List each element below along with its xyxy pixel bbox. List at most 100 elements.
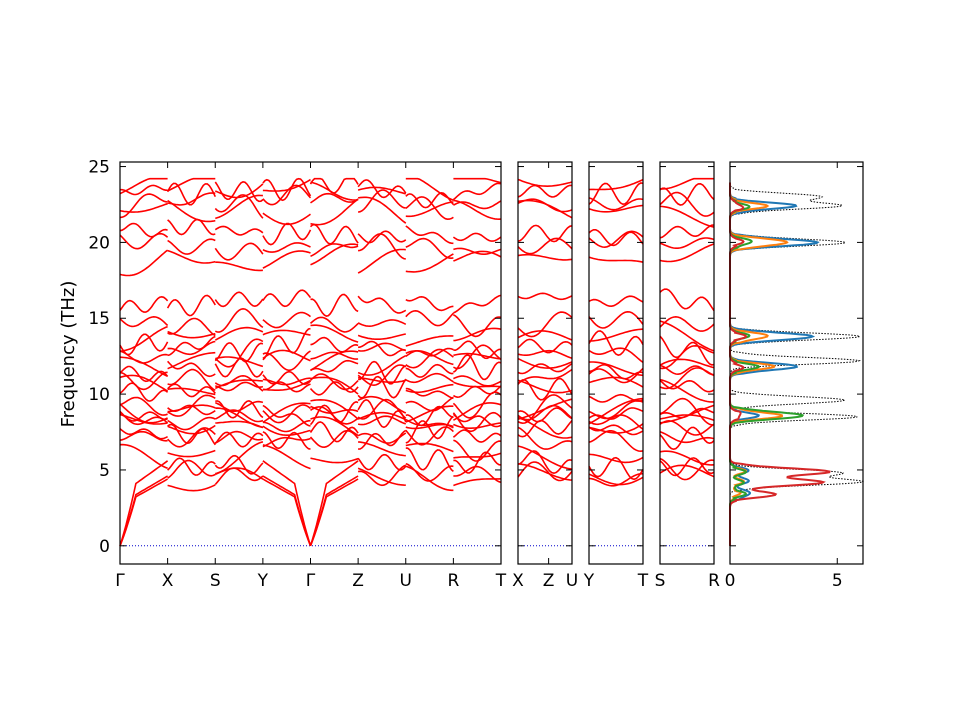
band-line bbox=[167, 238, 216, 255]
band-line bbox=[214, 181, 264, 203]
band-line bbox=[517, 461, 573, 482]
band-line bbox=[659, 397, 715, 426]
band-line bbox=[659, 315, 715, 332]
band-line bbox=[453, 375, 502, 387]
band-panel-frame bbox=[119, 161, 502, 565]
band-line bbox=[405, 253, 454, 273]
band-line bbox=[405, 415, 454, 444]
band-line bbox=[262, 177, 312, 202]
band-line bbox=[453, 294, 502, 314]
band-line bbox=[214, 225, 264, 236]
band-line bbox=[214, 357, 264, 378]
band-line bbox=[214, 307, 264, 333]
band-line bbox=[214, 467, 264, 486]
band-line bbox=[357, 398, 407, 420]
band-line bbox=[357, 230, 407, 244]
band-line bbox=[517, 419, 573, 438]
band-line bbox=[214, 242, 264, 261]
band-line bbox=[310, 350, 359, 371]
band-line bbox=[119, 333, 169, 356]
band-line bbox=[588, 347, 644, 364]
band-line bbox=[659, 205, 715, 228]
band-line bbox=[453, 439, 502, 462]
band-line bbox=[119, 222, 168, 238]
band-line bbox=[659, 430, 715, 444]
band-line bbox=[357, 467, 406, 486]
band-line bbox=[659, 243, 715, 263]
band-line bbox=[659, 191, 715, 217]
x-tick-label: Γ bbox=[306, 571, 316, 591]
band-line bbox=[588, 424, 644, 436]
band-line bbox=[517, 330, 573, 341]
band-line bbox=[453, 478, 502, 487]
band-line bbox=[357, 398, 407, 429]
band-line bbox=[310, 243, 359, 266]
band-line bbox=[453, 199, 502, 221]
y-tick-label: 10 bbox=[88, 385, 110, 405]
band-line bbox=[310, 457, 359, 464]
band-line bbox=[517, 198, 573, 213]
band-line bbox=[309, 421, 359, 443]
band-line bbox=[588, 361, 644, 377]
band-line bbox=[262, 184, 312, 206]
band-line bbox=[310, 398, 359, 420]
band-line bbox=[405, 462, 454, 482]
band-line bbox=[309, 430, 359, 449]
x-tick-label: T bbox=[637, 571, 649, 591]
band-line bbox=[119, 382, 169, 402]
band-line bbox=[262, 370, 312, 386]
band-line bbox=[310, 198, 359, 226]
band-line bbox=[357, 295, 407, 314]
band-line bbox=[588, 197, 644, 211]
band-line bbox=[588, 295, 644, 308]
band-line bbox=[310, 359, 359, 373]
band-line bbox=[405, 372, 454, 384]
band-line bbox=[588, 393, 644, 403]
band-line bbox=[405, 237, 454, 260]
band-line bbox=[309, 401, 359, 426]
band-line bbox=[167, 199, 216, 223]
dos-panel-frame bbox=[729, 161, 864, 565]
band-line bbox=[517, 224, 573, 243]
band-line bbox=[167, 416, 216, 431]
band-line bbox=[659, 344, 715, 370]
band-line bbox=[405, 225, 454, 245]
band-line bbox=[262, 460, 312, 547]
band-line bbox=[452, 232, 502, 242]
band-line bbox=[167, 459, 216, 479]
band-line bbox=[214, 338, 264, 368]
y-tick-label: 15 bbox=[88, 309, 110, 329]
band-line bbox=[453, 352, 502, 360]
band-line bbox=[588, 407, 644, 420]
band-line bbox=[167, 387, 216, 396]
band-line bbox=[453, 381, 502, 388]
band-line bbox=[119, 202, 168, 213]
band-line bbox=[262, 402, 311, 423]
y-tick-label: 5 bbox=[99, 461, 110, 481]
band-line bbox=[119, 411, 168, 422]
band-line bbox=[262, 289, 312, 308]
y-tick-label: 25 bbox=[88, 158, 110, 178]
band-line bbox=[262, 475, 312, 547]
band-line bbox=[309, 177, 359, 194]
band-line bbox=[517, 450, 573, 475]
band-line bbox=[405, 396, 454, 412]
band-line bbox=[119, 428, 168, 440]
band-line bbox=[214, 400, 264, 412]
band-line bbox=[517, 445, 573, 470]
band-line bbox=[167, 484, 216, 492]
band-line bbox=[517, 178, 573, 188]
band-line bbox=[214, 431, 264, 448]
band-line bbox=[119, 403, 168, 424]
band-line bbox=[659, 288, 715, 312]
band-line bbox=[262, 222, 312, 246]
pdos-curve-3 bbox=[729, 182, 805, 546]
band-line bbox=[588, 456, 644, 481]
band-line bbox=[166, 294, 216, 317]
band-line bbox=[167, 427, 216, 448]
band-line bbox=[588, 182, 644, 206]
band-panel-frame bbox=[659, 161, 715, 565]
band-line bbox=[357, 248, 406, 274]
band-line bbox=[357, 179, 407, 199]
band-line bbox=[588, 376, 644, 388]
